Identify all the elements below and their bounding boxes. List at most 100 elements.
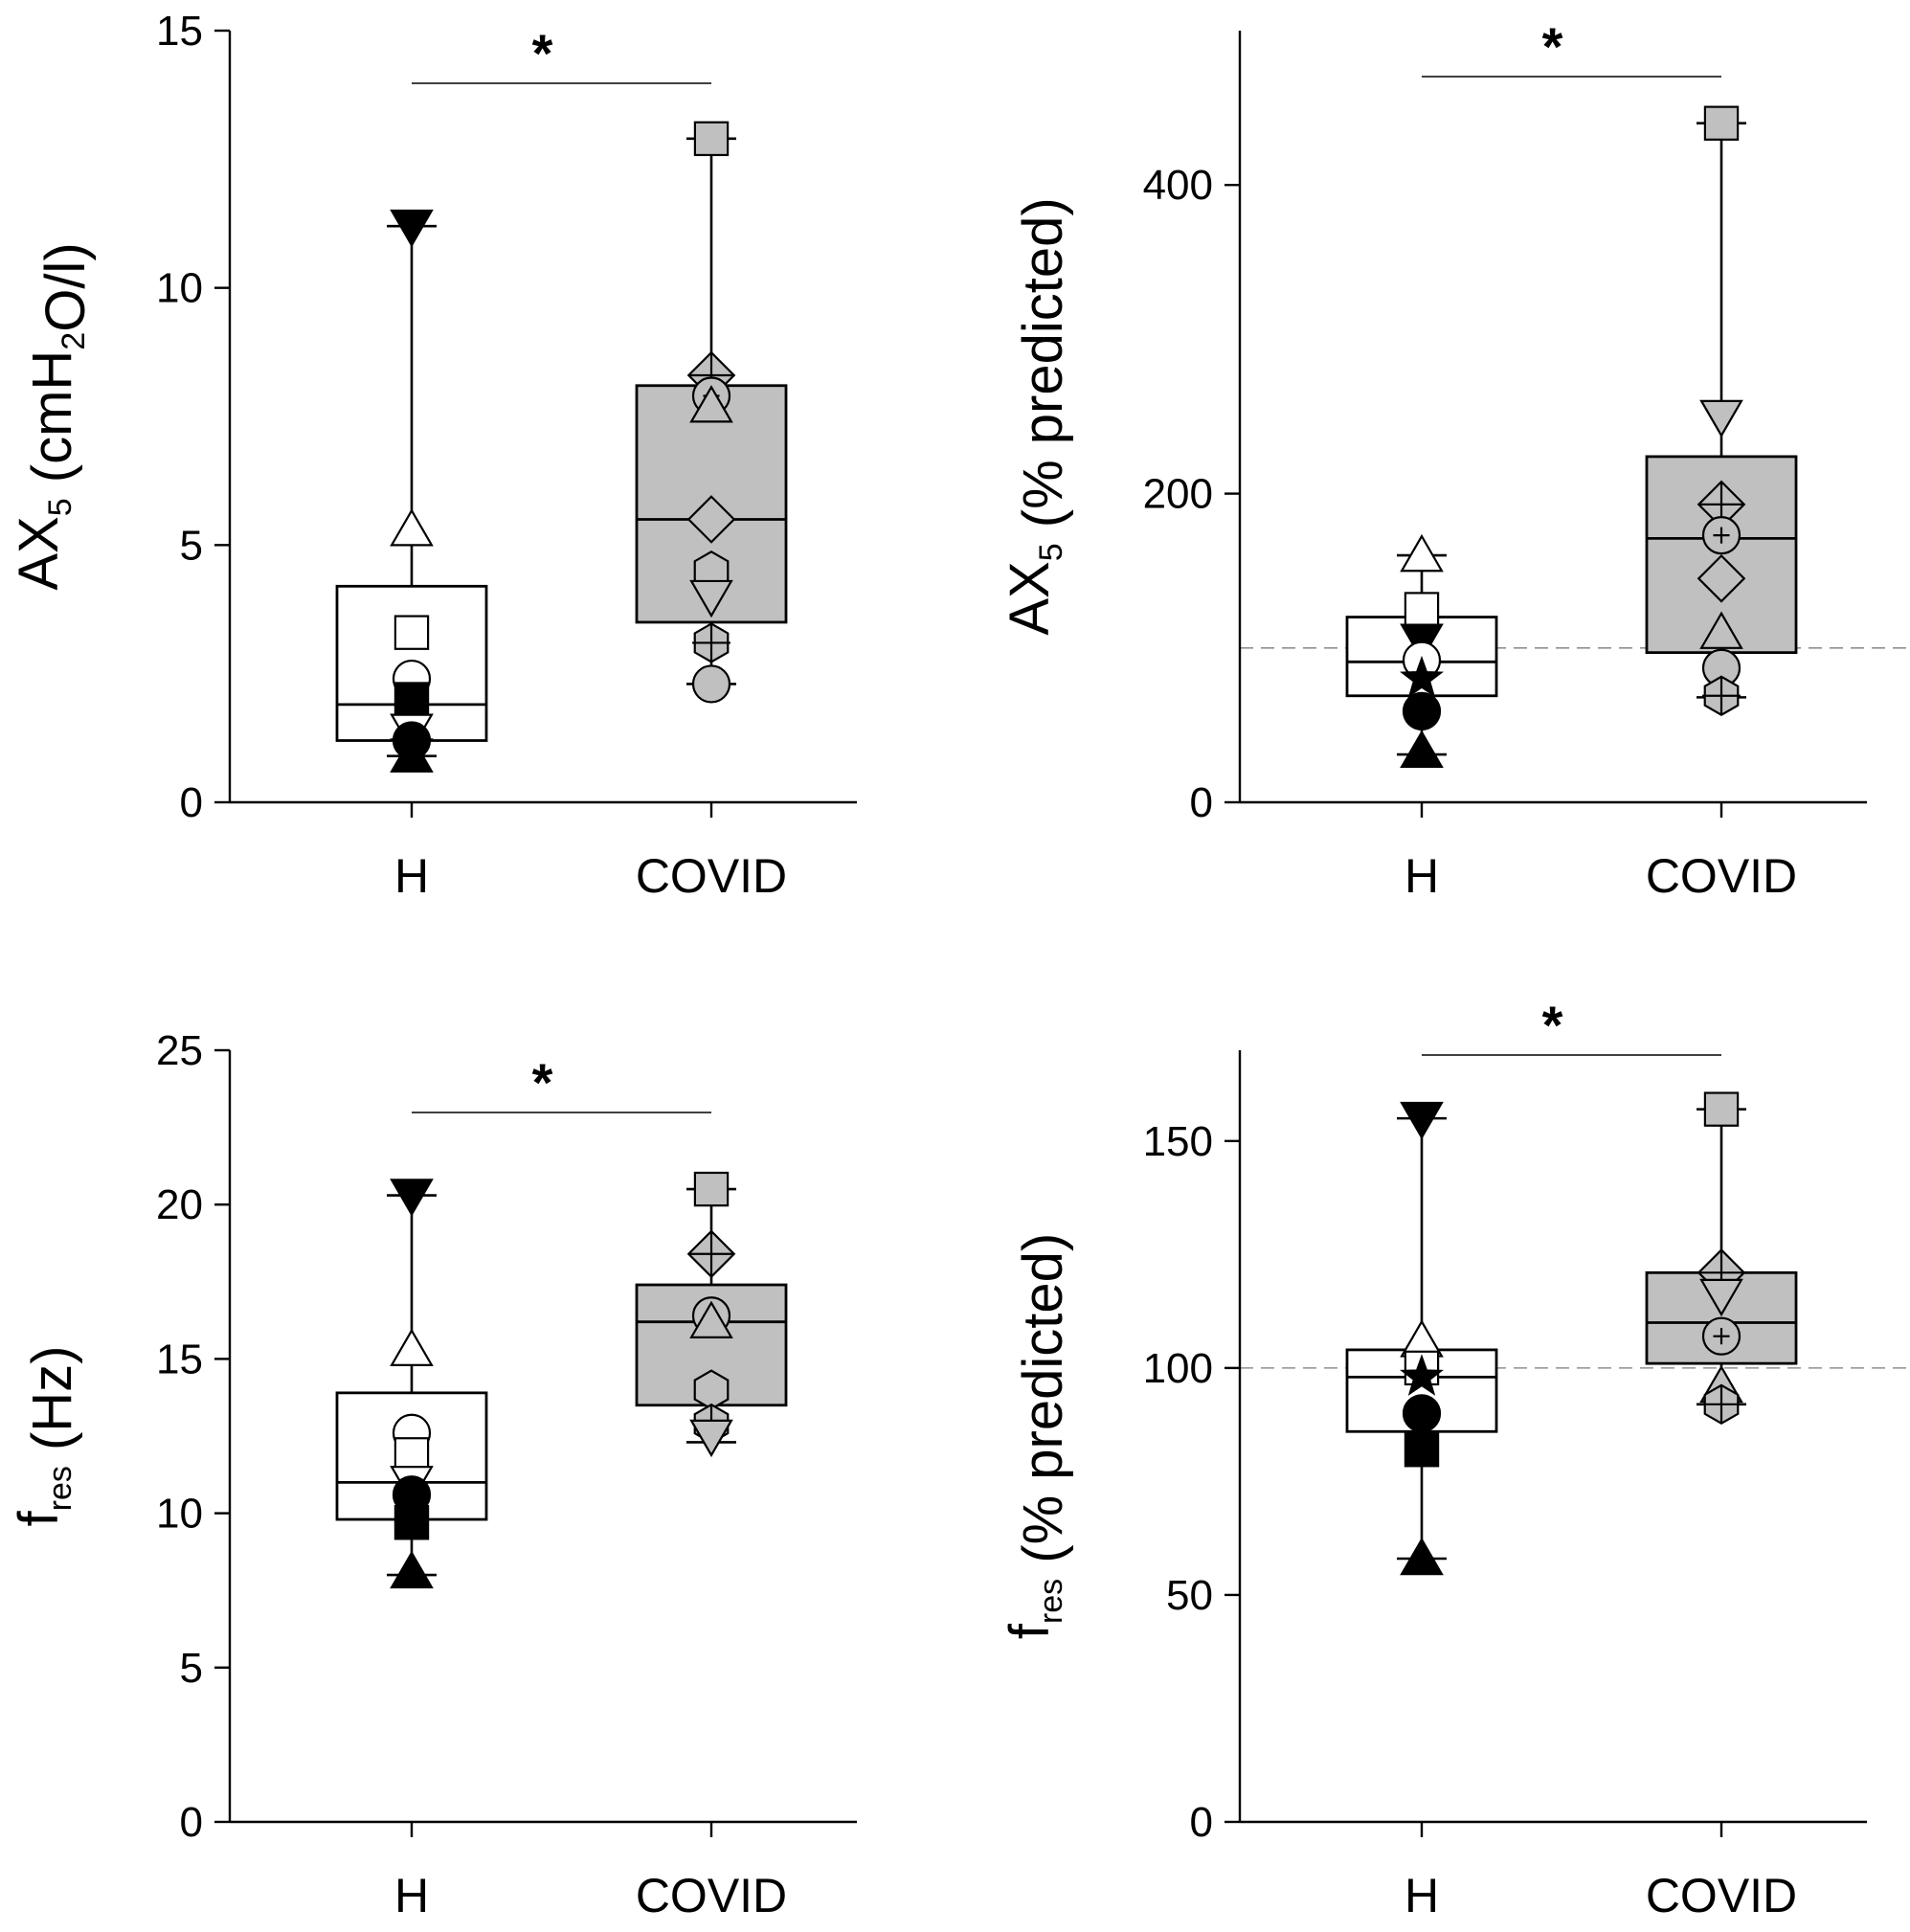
data-point-square (1703, 1091, 1740, 1127)
box-h (1345, 533, 1498, 769)
data-point-tri-up (390, 1328, 434, 1366)
box-covid (635, 121, 788, 704)
data-point-tri-up (1699, 611, 1743, 649)
data-point-square (393, 682, 430, 717)
y-axis-label: fres (% predicted) (999, 1233, 1074, 1639)
y-axis-label-subscript: 2 (56, 332, 92, 350)
data-point-square-shape (1404, 592, 1440, 627)
data-point-square-shape (693, 1171, 730, 1207)
y-tick-label: 15 (156, 1336, 203, 1382)
data-point-tri-up-shape (390, 1328, 434, 1366)
data-point-star (1400, 655, 1444, 698)
data-point-hexagon-shape (693, 1369, 730, 1410)
data-point-square-shape (393, 682, 430, 717)
data-point-star-shape (1400, 655, 1444, 698)
data-point-diamond-shape (686, 495, 736, 544)
data-point-tri-down-shape (1699, 399, 1743, 438)
data-point-tri-up (689, 385, 733, 423)
data-point-square (1703, 105, 1740, 141)
y-axis-label-text: AX (999, 561, 1061, 635)
data-point-tri-down (390, 1179, 434, 1217)
box-h (1345, 1101, 1498, 1576)
y-axis-label-text: f (8, 1511, 70, 1527)
data-point-tri-down (1699, 1278, 1743, 1317)
data-point-tri-up-shape (390, 508, 434, 547)
y-axis-label: fres (Hz) (8, 1346, 83, 1527)
data-point-square-shape (1404, 1432, 1440, 1468)
panel-fres-absolute: 0 5 10 15 20 25 H COVID fres (Hz) * (8, 1027, 857, 1922)
data-point-square-shape (1703, 1091, 1740, 1127)
data-point-square (693, 1171, 730, 1207)
y-tick-label: 0 (180, 779, 203, 826)
data-point-hex-plus (1702, 1383, 1741, 1426)
y-tick-label: 25 (156, 1027, 203, 1074)
x-category-label: COVID (636, 1869, 787, 1922)
x-category-label: H (394, 849, 429, 903)
y-tick-label: 150 (1143, 1118, 1213, 1165)
data-point-tri-down-shape (689, 579, 733, 618)
y-tick-label: 15 (156, 8, 203, 55)
data-point-tri-down (689, 1419, 733, 1458)
data-point-tri-down (390, 209, 434, 248)
x-category-label: COVID (636, 849, 787, 903)
data-point-tri-up (1400, 1537, 1444, 1576)
data-point-tri-up (390, 508, 434, 547)
data-point-tri-up-shape (390, 734, 434, 773)
y-axis-label-text: (Hz) (21, 1346, 83, 1467)
data-point-circle-plus (1701, 1316, 1741, 1356)
x-category-label: H (1404, 849, 1439, 903)
box-covid (1645, 105, 1798, 716)
significance-star: * (532, 23, 553, 83)
data-point-diamond (1697, 553, 1746, 603)
x-category-label: COVID (1646, 1869, 1797, 1922)
data-point-hex-plus (1702, 675, 1741, 716)
data-point-square (393, 615, 430, 650)
data-point-tri-up-shape (689, 1300, 733, 1338)
data-point-tri-down-shape (390, 1179, 434, 1217)
data-point-tri-up (1400, 533, 1444, 573)
box-covid (635, 1171, 788, 1458)
data-point-diamond-plus (686, 1229, 736, 1279)
data-point-circle-shape (1402, 691, 1442, 730)
y-tick-label: 5 (180, 522, 203, 569)
data-point-tri-up-shape (1400, 730, 1444, 769)
data-point-tri-down-shape (1400, 1101, 1444, 1140)
data-point-square (1404, 1432, 1440, 1468)
data-point-tri-up-shape (689, 385, 733, 423)
data-point-hexagon (693, 1369, 730, 1410)
y-axis-label-subscript: 5 (1033, 543, 1069, 561)
data-point-tri-down-shape (689, 1419, 733, 1458)
data-point-tri-up (689, 1300, 733, 1338)
y-axis-label: AX5 (cmH2O/l) (8, 242, 97, 590)
y-axis-label-text: (% predicted) (1012, 197, 1074, 543)
y-tick-label: 100 (1143, 1345, 1213, 1392)
data-point-square (393, 1505, 430, 1540)
y-tick-label: 0 (180, 1799, 203, 1846)
data-point-diamond-shape (1697, 553, 1746, 603)
data-point-circle-shape (1402, 1394, 1442, 1433)
data-point-square-shape (393, 615, 430, 650)
y-tick-label: 50 (1166, 1572, 1213, 1619)
box-covid (1645, 1091, 1798, 1426)
box-h (335, 1179, 488, 1589)
data-point-tri-down (689, 579, 733, 618)
y-tick-label: 0 (1190, 1799, 1213, 1846)
y-axis-label-text: O/l) (34, 242, 97, 331)
y-axis-label: AX5 (% predicted) (999, 197, 1074, 635)
y-tick-label: 10 (156, 1491, 203, 1538)
data-point-circle (691, 664, 731, 704)
data-point-tri-up-shape (1699, 611, 1743, 649)
data-point-tri-down-shape (1699, 1278, 1743, 1317)
data-point-circle-plus (1701, 516, 1741, 555)
data-point-tri-up-shape (1400, 1537, 1444, 1576)
data-point-square-shape (393, 1505, 430, 1540)
box-h (335, 209, 488, 773)
data-point-star (1400, 1354, 1444, 1396)
data-point-square (1404, 592, 1440, 627)
y-axis-label-subscript: 5 (42, 498, 79, 516)
significance-star: * (1542, 16, 1563, 77)
data-point-tri-up-shape (1400, 533, 1444, 573)
data-point-tri-up (390, 1550, 434, 1589)
